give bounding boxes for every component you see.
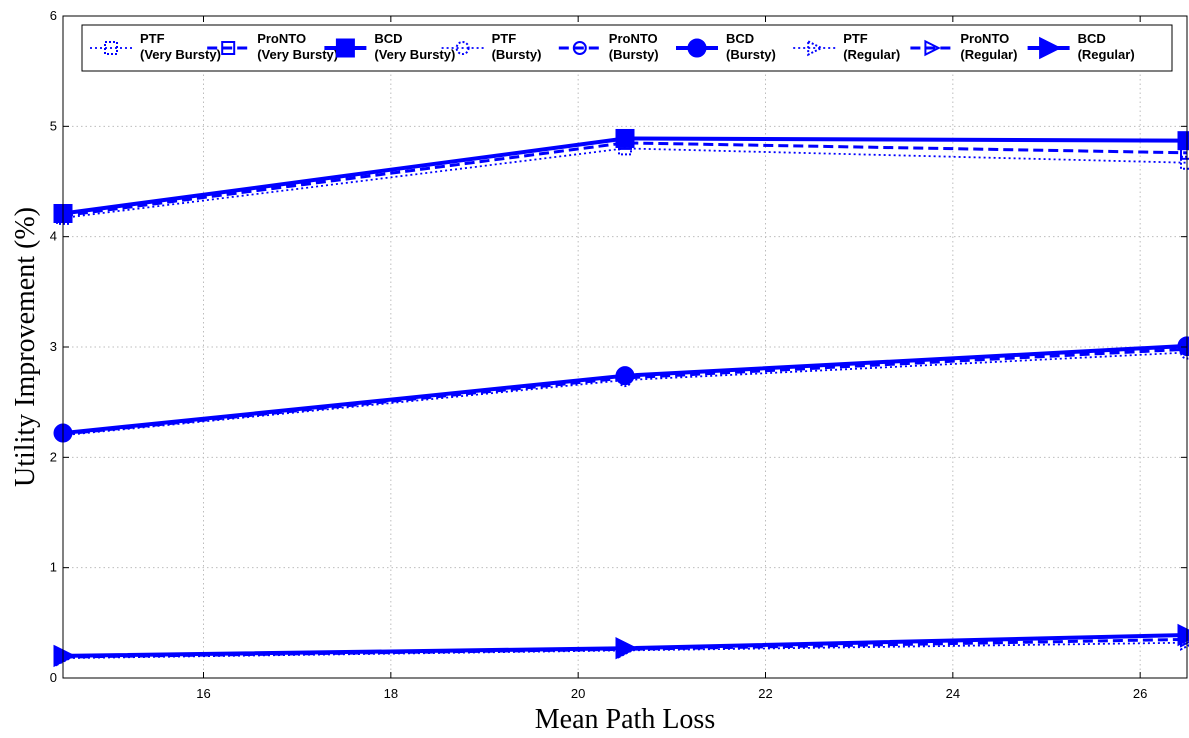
legend-marker [924,39,941,57]
data-point-marker [615,636,638,660]
legend-marker [221,41,236,55]
legend-item: PTF (Regular) [793,31,900,62]
x-tick-label: 20 [571,686,585,701]
x-tick-label: 24 [946,686,960,701]
series-line [62,641,1188,660]
legend-item: BCD (Regular) [1027,31,1135,62]
x-tick-label: 22 [758,686,772,701]
y-tick-label: 2 [50,449,57,464]
legend-item: BCD (Bursty) [676,31,776,62]
legend-marker [104,41,118,55]
y-tick-label: 6 [50,8,57,23]
legend-item: ProNTO (Very Bursty) [207,31,338,62]
legend-label: PTF (Very Bursty) [140,31,221,62]
series-line [62,141,1188,218]
y-tick-label: 1 [50,560,57,575]
data-point-marker [53,644,76,668]
y-tick-label: 3 [50,339,57,354]
x-tick-label: 26 [1133,686,1147,701]
legend-marker [572,41,587,55]
x-tick-label: 18 [384,686,398,701]
legend: PTF (Very Bursty) ProNTO (Very Bursty) BCD (V… [81,24,1173,72]
legend-label: ProNTO (Regular) [960,31,1017,62]
legend-marker [455,41,470,55]
legend-marker [335,38,355,58]
legend-label: BCD (Bursty) [726,31,776,62]
legend-label: ProNTO (Bursty) [609,31,659,62]
x-axis-title: Mean Path Loss [535,704,715,735]
y-tick-label: 5 [50,118,57,133]
legend-marker [807,39,824,57]
legend-marker [1039,36,1062,60]
legend-marker [687,38,707,58]
y-axis-title: Utility Improvement (%) [10,207,41,487]
ticks: 16 18 20 22 24 26 0 1 2 3 4 5 6 [50,8,1187,701]
legend-box [81,24,1173,72]
legend-item: PTF (Bursty) [441,31,542,62]
legend-label: PTF (Bursty) [492,31,542,62]
legend-label: BCD (Very Bursty) [374,31,455,62]
legend-item: BCD (Very Bursty) [324,31,455,62]
y-tick-label: 4 [50,229,57,244]
legend-item: ProNTO (Regular) [910,31,1017,62]
series-8 [53,623,1189,668]
legend-item: ProNTO (Bursty) [558,31,659,62]
data-point-marker [615,366,635,386]
legend-label: ProNTO (Very Bursty) [257,31,338,62]
legend-item: PTF (Very Bursty) [90,31,221,62]
data-point-marker [615,128,635,148]
x-tick-label: 16 [196,686,210,701]
y-tick-label: 0 [50,670,57,685]
legend-label: BCD (Regular) [1078,31,1135,62]
grid [63,16,1187,678]
legend-label: PTF (Regular) [843,31,900,62]
